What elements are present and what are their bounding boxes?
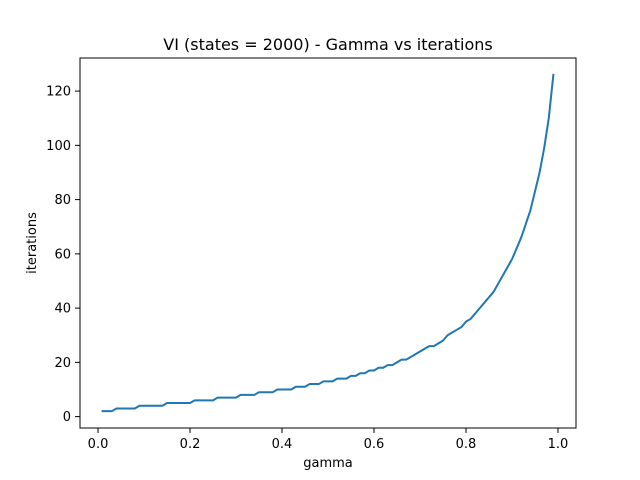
series-line-0 [101, 73, 555, 413]
chart-title: VI (states = 2000) - Gamma vs iterations [163, 35, 492, 54]
x-axis-ticks: 0.0 0.2 0.4 0.6 0.8 1.0 [88, 428, 569, 452]
y-tick-label: 20 [54, 356, 71, 371]
series-layer [101, 73, 555, 413]
x-axis-label: gamma [303, 456, 353, 471]
x-tick-label: 0.2 [180, 437, 201, 452]
y-tick-label: 0 [63, 410, 71, 425]
plot-frame [79, 57, 577, 429]
x-tick-label: 1.0 [548, 437, 569, 452]
y-tick-label: 120 [46, 85, 71, 100]
y-axis-ticks: 0 20 40 60 80 100 120 [46, 85, 80, 425]
y-tick-label: 80 [54, 193, 71, 208]
x-tick-label: 0.6 [364, 437, 385, 452]
x-tick-label: 0.4 [272, 437, 293, 452]
y-tick-label: 100 [46, 139, 71, 154]
x-tick-label: 0.0 [88, 437, 109, 452]
y-tick-label: 40 [54, 302, 71, 317]
x-tick-label: 0.8 [456, 437, 477, 452]
y-tick-label: 60 [54, 247, 71, 262]
y-axis-label: iterations [25, 212, 40, 274]
